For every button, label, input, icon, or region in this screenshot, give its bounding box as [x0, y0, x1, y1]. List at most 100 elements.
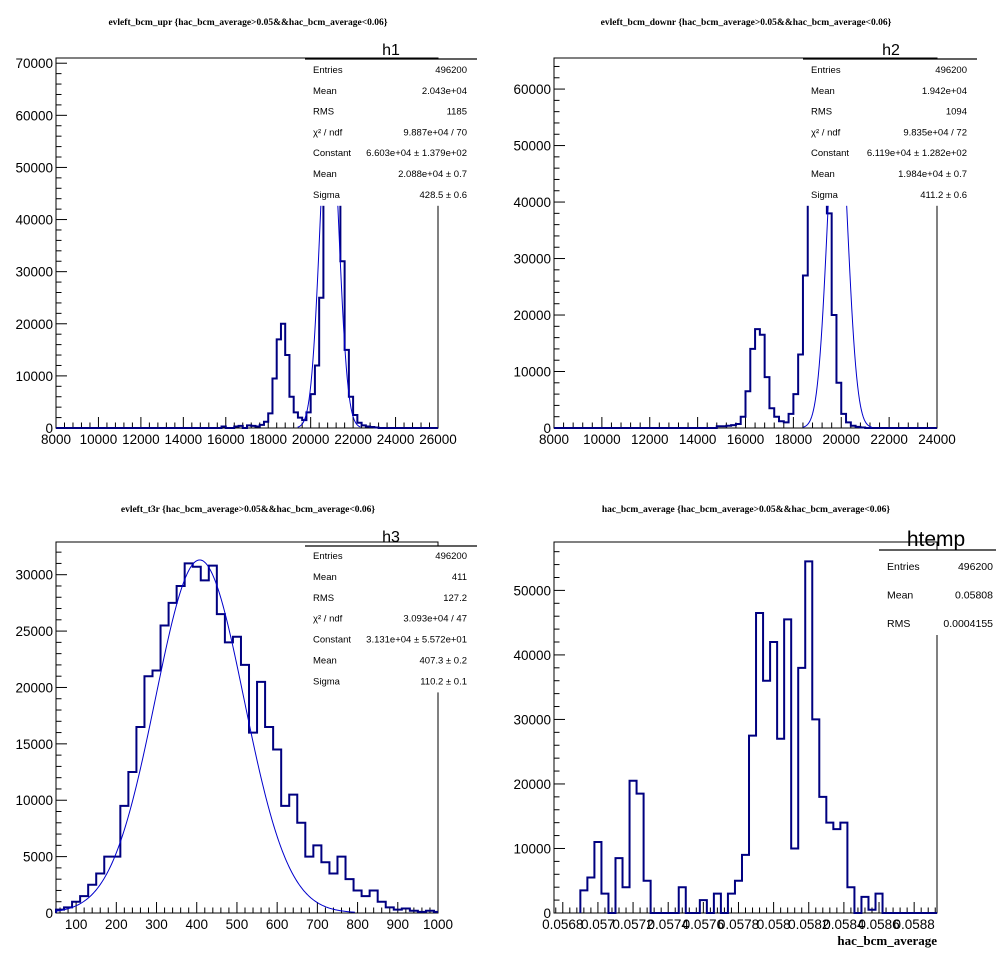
x-tick-label: 0.0588 — [894, 917, 935, 932]
stat-box — [305, 59, 477, 206]
y-tick-label: 10000 — [15, 793, 53, 808]
y-tick-label: 50000 — [513, 139, 551, 154]
x-tick-label: 0.0574 — [648, 917, 690, 932]
stat-row-label: RMS — [313, 593, 334, 604]
x-tick-label: 400 — [185, 917, 208, 932]
stat-row-label: Mean — [313, 86, 337, 97]
x-tick-label: 8000 — [41, 432, 71, 447]
y-tick-label: 50000 — [15, 160, 53, 175]
x-tick-label: 18000 — [249, 432, 287, 447]
x-tick-label: 20000 — [292, 432, 330, 447]
x-tick-label: 22000 — [334, 432, 372, 447]
stat-row-value: 428.5 ± 0.6 — [420, 190, 467, 201]
stat-row-label: Constant — [313, 635, 351, 646]
stat-row-value: 9.835e+04 / 72 — [903, 127, 967, 138]
stat-row-value: 110.2 ± 0.1 — [420, 676, 467, 687]
stat-row-value: 1.984e+04 ± 0.7 — [898, 169, 967, 180]
x-tick-label: 24000 — [918, 432, 956, 447]
x-tick-label: 10000 — [583, 432, 621, 447]
y-tick-label: 10000 — [513, 365, 551, 380]
stat-box-name: h1 — [382, 42, 400, 59]
x-tick-label: 12000 — [631, 432, 669, 447]
y-tick-label: 60000 — [513, 82, 551, 97]
x-tick-label: 14000 — [165, 432, 203, 447]
histogram-outline — [554, 71, 937, 429]
y-tick-label: 5000 — [23, 850, 53, 865]
y-tick-label: 25000 — [15, 624, 53, 639]
stat-box-name: htemp — [907, 528, 965, 551]
y-tick-label: 60000 — [15, 108, 53, 123]
y-tick-label: 15000 — [15, 737, 53, 752]
stat-row-value: 0.05808 — [955, 590, 993, 602]
y-tick-label: 30000 — [513, 252, 551, 267]
x-tick-label: 600 — [266, 917, 289, 932]
y-tick-label: 20000 — [513, 308, 551, 323]
y-tick-label: 10000 — [15, 369, 53, 384]
stat-row-label: χ² / ndf — [313, 127, 343, 138]
x-tick-label: 16000 — [727, 432, 765, 447]
stat-box-name: h2 — [882, 42, 900, 59]
stat-row-label: Mean — [811, 86, 835, 97]
stat-row-label: Entries — [811, 65, 841, 76]
stat-row-value: 127.2 — [443, 593, 467, 604]
stat-row-label: Mean — [887, 590, 913, 602]
histogram-panel-3: evleft_t3r {hac_bcm_average>0.05&&hac_bc… — [15, 505, 477, 932]
x-tick-label: 22000 — [870, 432, 908, 447]
chart-title: evleft_bcm_downr {hac_bcm_average>0.05&&… — [601, 18, 892, 28]
stat-box — [879, 550, 996, 635]
stat-row-value: 411.2 ± 0.6 — [920, 190, 967, 201]
stat-box — [803, 59, 977, 206]
stat-row-label: Mean — [313, 169, 337, 180]
chart-title: hac_bcm_average {hac_bcm_average>0.05&&h… — [602, 505, 890, 515]
stat-row-value: 1.942e+04 — [922, 86, 967, 97]
x-tick-label: 0.0568 — [542, 917, 583, 932]
stat-row-label: Sigma — [811, 190, 839, 201]
x-tick-label: 200 — [105, 917, 128, 932]
histogram-outline — [579, 560, 937, 914]
x-tick-label: 0.0582 — [788, 917, 829, 932]
stat-row-value: 496200 — [935, 65, 967, 76]
histogram-panel-4: hac_bcm_average {hac_bcm_average>0.05&&h… — [513, 505, 996, 948]
gaussian-fit-curve — [55, 559, 355, 913]
x-tick-label: 20000 — [822, 432, 860, 447]
plot-frame — [55, 541, 439, 914]
x-tick-label: 0.0586 — [858, 917, 899, 932]
y-tick-label: 30000 — [513, 712, 551, 727]
x-tick-label: 100 — [65, 917, 88, 932]
x-tick-label: 0.0584 — [823, 917, 865, 932]
x-tick-label: 1000 — [423, 917, 453, 932]
y-tick-label: 40000 — [15, 213, 53, 228]
histogram-outline — [55, 562, 438, 913]
x-tick-label: 0.0578 — [718, 917, 759, 932]
x-tick-label: 18000 — [775, 432, 813, 447]
chart-title: evleft_bcm_upr {hac_bcm_average>0.05&&ha… — [108, 18, 387, 28]
x-tick-label: 800 — [346, 917, 369, 932]
stat-row-value: 1185 — [447, 107, 467, 118]
stat-row-value: 9.887e+04 / 70 — [403, 127, 467, 138]
y-tick-label: 0 — [543, 421, 551, 436]
stat-row-value: 6.603e+04 ± 1.379e+02 — [366, 148, 467, 159]
y-tick-label: 30000 — [15, 265, 53, 280]
y-tick-label: 10000 — [513, 841, 551, 856]
histogram-outline — [56, 72, 438, 429]
x-tick-label: 500 — [226, 917, 249, 932]
stat-row-value: 496200 — [435, 551, 467, 562]
x-tick-label: 300 — [145, 917, 168, 932]
x-tick-label: 12000 — [122, 432, 160, 447]
stat-row-value: 2.043e+04 — [422, 86, 467, 97]
stat-box-name: h3 — [382, 529, 400, 546]
x-tick-label: 10000 — [80, 432, 118, 447]
x-tick-label: 16000 — [207, 432, 245, 447]
stat-row-label: Mean — [313, 572, 337, 583]
x-tick-label: 0.0576 — [683, 917, 724, 932]
y-tick-label: 0 — [45, 906, 53, 921]
stat-box — [305, 546, 477, 693]
stat-row-value: 1094 — [946, 107, 967, 118]
stat-row-label: Entries — [887, 561, 920, 573]
stat-row-label: Entries — [313, 65, 343, 76]
x-tick-label: 900 — [387, 917, 410, 932]
stat-row-value: 3.131e+04 ± 5.572e+01 — [366, 635, 467, 646]
stat-row-label: Sigma — [313, 190, 341, 201]
stat-row-label: Constant — [811, 148, 849, 159]
y-tick-label: 0 — [45, 421, 53, 436]
